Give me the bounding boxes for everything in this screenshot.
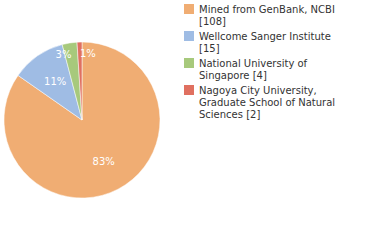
pie-slice	[4, 42, 160, 198]
legend-label-line: [15]	[199, 43, 220, 54]
legend-swatch	[184, 4, 194, 14]
legend-label-line: National University of	[199, 58, 308, 69]
chart: 83% 11% 3% 1% Mined from GenBank, NCBI[108] W…	[0, 0, 380, 240]
data-labels: 83% 11% 3% 1%	[44, 48, 115, 167]
legend-label-line: Singapore [4]	[199, 70, 267, 81]
legend-label-line: [108]	[199, 16, 226, 27]
legend-label: Nagoya City University,Graduate School o…	[199, 85, 335, 120]
legend-label-line: Graduate School of Natural	[199, 97, 335, 108]
legend: Mined from GenBank, NCBI[108] Wellcome Sa…	[184, 4, 335, 120]
data-label: 3%	[56, 49, 72, 60]
legend-swatch	[184, 85, 194, 95]
data-label: 83%	[93, 156, 115, 167]
legend-label: Mined from GenBank, NCBI[108]	[199, 4, 335, 27]
legend-label: Wellcome Sanger Institute[15]	[199, 31, 331, 54]
legend-label: National University ofSingapore [4]	[199, 58, 308, 81]
legend-label-line: Nagoya City University,	[199, 85, 317, 96]
legend-label-line: Mined from GenBank, NCBI	[199, 4, 335, 15]
data-label: 1%	[80, 48, 96, 59]
pie	[4, 42, 160, 198]
data-label: 11%	[44, 76, 66, 87]
legend-label-line: Sciences [2]	[199, 109, 260, 120]
legend-swatch	[184, 31, 194, 41]
legend-label-line: Wellcome Sanger Institute	[199, 31, 331, 42]
legend-swatch	[184, 58, 194, 68]
